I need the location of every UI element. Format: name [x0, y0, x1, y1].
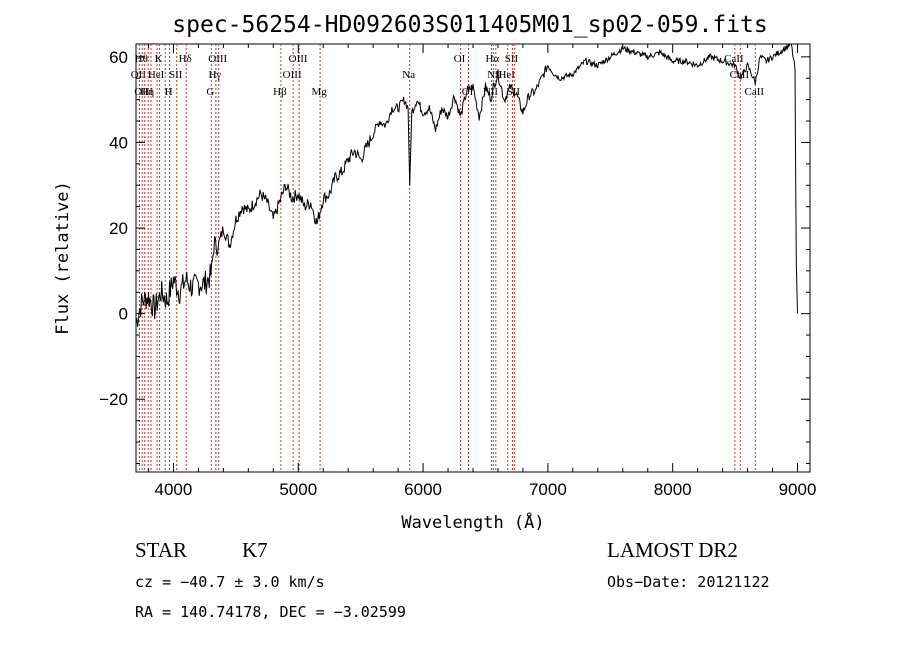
y-tick-label: 20: [109, 219, 128, 238]
line-marker-label: G: [206, 86, 214, 98]
line-marker-label: OIII: [289, 53, 308, 65]
line-marker-label: OI: [462, 86, 474, 98]
line-marker-label: Hδ: [179, 53, 192, 65]
line-marker-label: Hα: [485, 53, 499, 65]
observation-date: Obs−Date: 20121122: [607, 573, 770, 591]
y-tick-label: −20: [99, 390, 128, 409]
line-marker-label: HeI: [148, 69, 165, 81]
y-axis-label: Flux (relative): [53, 181, 73, 335]
object-class: STAR: [135, 538, 187, 562]
x-tick-label: 9000: [779, 480, 817, 499]
line-marker-label: Na: [402, 69, 415, 81]
line-marker-label: CaII: [745, 86, 765, 98]
x-tick-label: 4000: [155, 480, 193, 499]
line-marker-label: Hγ: [208, 69, 221, 81]
line-marker-label: Hβ: [273, 86, 287, 98]
line-marker-label: CaII: [724, 53, 744, 65]
axis-ticks: 4000 5000 6000 7000 8000 9000 −20 0 20 40 60: [99, 44, 816, 499]
line-marker-label: HeI: [498, 69, 515, 81]
y-tick-label: 0: [119, 305, 128, 324]
redshift-cz: cz = −40.7 ± 3.0 km/s: [135, 573, 325, 591]
line-markers: OIIHθOIIIHηHeIKHSIIHδGHγOIIIHβOIIIOIIIMg…: [131, 44, 765, 472]
x-tick-label: 7000: [529, 480, 567, 499]
line-marker-label: K: [155, 53, 163, 65]
survey-name: LAMOST DR2: [607, 538, 738, 562]
x-axis-label: Wavelength (Å): [401, 511, 544, 533]
line-marker-label: SII: [169, 69, 183, 81]
line-marker-label: H: [165, 86, 173, 98]
chart-title: spec-56254-HD092603S011405M01_sp02-059.f…: [172, 12, 767, 38]
line-marker-label: OIII: [283, 69, 302, 81]
y-tick-label: 40: [109, 133, 128, 152]
line-marker-label: OII: [131, 69, 147, 81]
line-marker-label: SII: [505, 53, 519, 65]
coordinates: RA = 140.74178, DEC = −3.02599: [135, 603, 406, 621]
spectrum-line: [135, 43, 798, 327]
object-subclass: K7: [242, 538, 268, 562]
plot-frame: [135, 43, 811, 473]
line-marker-label: OI: [454, 53, 466, 65]
line-marker-label: CaII: [730, 69, 750, 81]
x-tick-label: 8000: [654, 480, 692, 499]
line-marker-label: OIII: [208, 53, 227, 65]
x-tick-label: 6000: [404, 480, 442, 499]
y-tick-label: 60: [109, 48, 128, 67]
x-tick-label: 5000: [279, 480, 317, 499]
line-marker-label: Hη: [140, 86, 154, 98]
line-marker-label: Hθ: [135, 53, 148, 65]
line-marker-label: Mg: [311, 86, 327, 98]
